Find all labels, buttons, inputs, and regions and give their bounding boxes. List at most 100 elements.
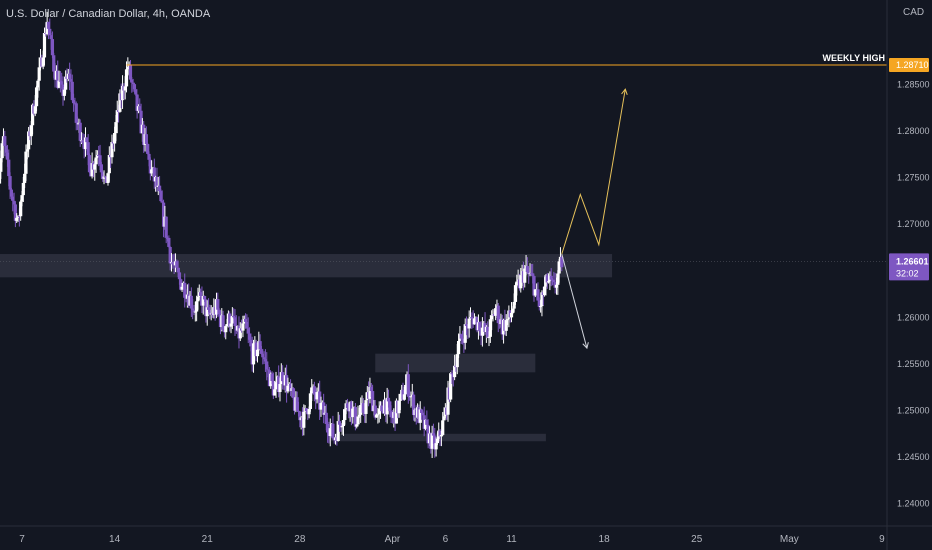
- candle-body: [164, 216, 168, 238]
- candle-body: [478, 322, 482, 332]
- candle-body: [167, 237, 171, 247]
- candle-body: [177, 272, 182, 280]
- candle-body: [74, 103, 78, 123]
- candle-body: [455, 354, 459, 368]
- projection-up-path: [561, 89, 626, 255]
- candle-body: [58, 80, 62, 82]
- candle-body: [148, 159, 152, 174]
- time-tick-label: Apr: [385, 534, 401, 545]
- candle-body: [189, 295, 193, 309]
- candle-body: [273, 389, 277, 396]
- candle-body: [17, 215, 21, 217]
- candle-body: [328, 428, 332, 437]
- candle-body: [539, 306, 543, 308]
- candle-body: [3, 136, 7, 146]
- candle-body: [315, 392, 319, 400]
- candle-body: [441, 420, 445, 435]
- candle-body: [180, 286, 184, 290]
- candle-body: [449, 373, 453, 400]
- candle-body: [546, 281, 551, 283]
- candle-body: [537, 300, 541, 307]
- projection-down-arrowhead: [582, 342, 589, 350]
- price-tick-label: 1.25500: [897, 359, 930, 369]
- candle-body: [160, 201, 164, 203]
- time-tick-label: 21: [202, 534, 214, 545]
- candle-body: [374, 414, 379, 418]
- candle-body: [62, 89, 66, 96]
- candle-body: [146, 144, 150, 154]
- time-tick-label: 28: [294, 534, 306, 545]
- candle-body: [557, 261, 561, 274]
- candle-body: [233, 317, 237, 327]
- candle-body: [131, 82, 135, 85]
- candle-body: [57, 80, 61, 88]
- candle-body: [385, 397, 389, 415]
- candle-body: [488, 319, 492, 337]
- candle-body: [139, 110, 143, 134]
- weekly-high-tag-label: 1.28710: [896, 60, 929, 70]
- price-tick-label: 1.26000: [897, 312, 930, 322]
- candle-body: [304, 408, 309, 412]
- candle-body: [23, 173, 27, 183]
- price-tick-label: 1.28500: [897, 80, 930, 90]
- candle-body: [285, 375, 289, 392]
- candle-body: [205, 307, 209, 317]
- candle-body: [453, 365, 457, 378]
- candle-body: [470, 316, 474, 319]
- candle-body: [431, 433, 436, 436]
- candle-body: [241, 323, 245, 331]
- candle-body: [176, 267, 180, 273]
- candle-body: [419, 409, 424, 413]
- candle-body: [369, 387, 373, 392]
- candle-body: [554, 284, 559, 288]
- candle-body: [355, 424, 359, 427]
- weekly-high-tag-box: [889, 57, 929, 72]
- candle-body: [128, 64, 133, 80]
- candle-body: [78, 122, 82, 141]
- candle-body: [487, 336, 491, 338]
- candle-body: [183, 282, 187, 298]
- candle-body: [30, 104, 35, 126]
- price-axis[interactable]: 1.28500 1.28000 1.27500 1.27000 1.26000 1.255…: [886, 0, 930, 550]
- candle-body: [8, 176, 12, 190]
- candle-body: [15, 217, 19, 221]
- candle-body: [70, 81, 74, 100]
- candle-body: [195, 301, 199, 312]
- time-axis[interactable]: 7 14 21 28 Apr 6 11 18 25 May 9: [0, 525, 932, 545]
- candle-body: [86, 142, 90, 156]
- candle-body: [20, 195, 24, 202]
- candle-body: [513, 285, 518, 302]
- candle-body: [46, 21, 51, 29]
- candle-body: [216, 299, 220, 310]
- candle-body: [135, 94, 139, 111]
- candle-body: [425, 419, 429, 425]
- candle-body: [319, 403, 323, 410]
- weekly-high-annotation: WEEKLY HIGH: [126, 53, 887, 66]
- candle-body: [536, 289, 540, 301]
- candle-body: [132, 84, 137, 90]
- candle-body: [509, 312, 514, 318]
- candle-body: [459, 334, 463, 339]
- candle-body: [259, 349, 264, 354]
- candle-body: [274, 382, 278, 390]
- candle-body: [438, 430, 442, 437]
- candle-body: [228, 313, 232, 327]
- candle-body: [494, 308, 498, 316]
- candle-body: [324, 412, 328, 424]
- candle-body: [525, 266, 529, 273]
- candle-body: [48, 28, 52, 36]
- candle-body: [114, 122, 118, 134]
- candle-body: [217, 309, 221, 315]
- candle-body: [193, 311, 197, 313]
- candle-body: [221, 315, 225, 330]
- candle-body: [106, 173, 110, 184]
- candle-body: [434, 443, 438, 450]
- candle-body: [353, 407, 357, 427]
- candle-body: [60, 81, 64, 85]
- candle-body: [24, 151, 28, 174]
- candle-body: [430, 433, 434, 449]
- zone-1: [0, 254, 613, 278]
- candle-body: [4, 145, 8, 153]
- candle-body: [94, 157, 98, 165]
